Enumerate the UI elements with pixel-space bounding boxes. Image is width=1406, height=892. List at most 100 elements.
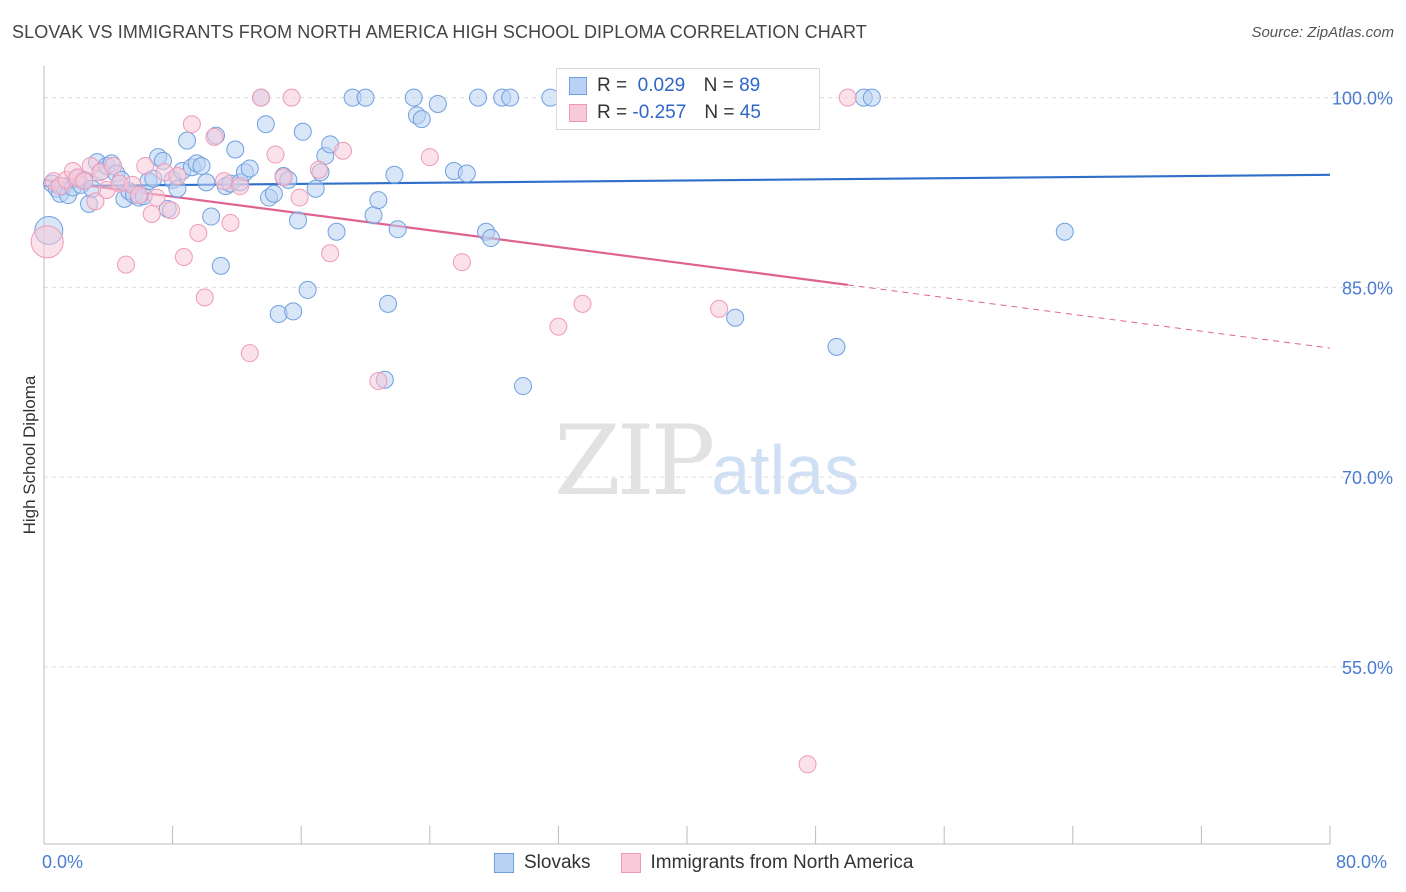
point-slovaks-72 — [428, 94, 447, 113]
point-slovaks-71 — [412, 110, 431, 129]
legend-swatch-immigrants — [620, 853, 641, 873]
data-points — [30, 88, 1074, 774]
trend-line-extension-immigrants — [847, 284, 1331, 349]
point-slovaks-63 — [364, 206, 383, 225]
watermark-atlas: atlas — [711, 431, 860, 509]
point-immigrants-23 — [182, 115, 201, 134]
point-immigrants-22 — [174, 248, 193, 267]
y-tick-label-1: 85.0% — [1342, 278, 1393, 298]
point-immigrants-45 — [798, 755, 817, 774]
point-immigrants-36 — [309, 160, 328, 179]
legend-swatch-immigrants — [569, 104, 587, 122]
point-slovaks-79 — [501, 88, 520, 107]
point-slovaks-67 — [385, 165, 404, 184]
point-slovaks-48 — [264, 184, 283, 203]
y-tick-label-3: 55.0% — [1342, 658, 1393, 678]
correlation-legend: R = 0.029 N = 89 R = -0.257 N = 45 — [556, 68, 820, 130]
point-immigrants-6 — [75, 172, 94, 191]
point-immigrants-26 — [205, 127, 224, 146]
point-immigrants-35 — [290, 188, 309, 207]
point-immigrants-32 — [266, 145, 285, 164]
point-immigrants-11 — [104, 156, 123, 175]
point-slovaks-55 — [298, 280, 317, 299]
point-immigrants-0 — [30, 225, 64, 259]
chart-source: Source: ZipAtlas.com — [1251, 24, 1394, 41]
legend-item-immigrants: Immigrants from North America — [620, 852, 914, 874]
point-immigrants-46 — [838, 88, 857, 107]
legend-n-label: N = — [704, 102, 735, 123]
point-immigrants-33 — [274, 168, 293, 187]
point-immigrants-39 — [369, 371, 388, 390]
y-tick-labels: 100.0% 85.0% 70.0% 55.0% — [1332, 89, 1393, 678]
point-slovaks-74 — [457, 164, 476, 183]
axes — [43, 66, 1331, 845]
point-immigrants-38 — [333, 141, 352, 160]
point-immigrants-8 — [86, 192, 105, 211]
point-immigrants-34 — [282, 88, 301, 107]
point-slovaks-60 — [327, 222, 346, 241]
point-immigrants-37 — [321, 244, 340, 263]
point-slovaks-69 — [404, 88, 423, 107]
legend-swatch-slovaks — [569, 77, 587, 95]
legend-n-value-slovaks: 89 — [739, 75, 761, 96]
point-immigrants-27 — [215, 172, 234, 191]
point-immigrants-43 — [573, 294, 592, 313]
legend-row-immigrants: R = -0.257 N = 45 — [569, 100, 761, 126]
point-slovaks-46 — [256, 115, 275, 134]
point-immigrants-44 — [710, 299, 729, 318]
y-tick-label-0: 100.0% — [1332, 89, 1393, 109]
legend-row-slovaks: R = 0.029 N = 89 — [569, 73, 760, 99]
point-immigrants-29 — [231, 177, 250, 196]
point-immigrants-28 — [221, 213, 240, 232]
point-slovaks-84 — [726, 308, 745, 327]
y-tick-label-2: 70.0% — [1342, 468, 1393, 488]
legend-swatch-slovaks — [494, 853, 514, 873]
point-immigrants-21 — [168, 167, 187, 186]
point-immigrants-13 — [116, 255, 135, 274]
point-slovaks-68 — [388, 220, 407, 239]
point-slovaks-80 — [514, 377, 533, 396]
legend-r-value-immigrants: -0.257 — [632, 102, 687, 123]
point-slovaks-87 — [862, 88, 881, 107]
point-immigrants-30 — [240, 344, 259, 363]
point-immigrants-24 — [189, 223, 208, 242]
point-slovaks-64 — [369, 191, 388, 210]
point-immigrants-41 — [452, 253, 471, 272]
point-slovaks-75 — [469, 88, 488, 107]
point-immigrants-42 — [549, 317, 568, 336]
point-slovaks-41 — [226, 140, 245, 159]
legend-label-slovaks: Slovaks — [524, 852, 591, 873]
point-slovaks-36 — [202, 207, 221, 226]
legend-r-label: R = — [597, 75, 628, 96]
point-slovaks-88 — [1055, 222, 1074, 241]
point-slovaks-52 — [284, 302, 303, 321]
point-slovaks-35 — [197, 173, 216, 192]
trend-line-slovaks — [43, 173, 1331, 188]
x-tick-label-max: 80.0% — [1336, 852, 1388, 872]
legend-r-value-slovaks: 0.029 — [637, 75, 686, 96]
point-slovaks-38 — [211, 256, 230, 275]
point-slovaks-53 — [288, 211, 307, 230]
series-legend: Slovaks Immigrants from North America — [494, 852, 943, 874]
point-slovaks-77 — [481, 229, 500, 248]
point-immigrants-25 — [195, 288, 214, 307]
point-immigrants-31 — [252, 88, 271, 107]
point-immigrants-40 — [420, 148, 439, 167]
point-immigrants-15 — [129, 186, 148, 205]
legend-r-label: R = — [597, 102, 628, 123]
trend-lines — [43, 173, 1331, 349]
legend-label-immigrants: Immigrants from North America — [650, 852, 914, 873]
legend-n-value-immigrants: 45 — [739, 102, 761, 123]
point-slovaks-44 — [240, 159, 259, 178]
point-immigrants-17 — [142, 205, 161, 224]
point-slovaks-62 — [356, 88, 375, 107]
point-immigrants-20 — [161, 201, 180, 220]
watermark-zip: ZIP — [554, 405, 715, 517]
point-slovaks-54 — [293, 122, 312, 141]
watermark: ZIPatlas — [554, 405, 859, 517]
point-immigrants-16 — [136, 156, 155, 175]
legend-n-label: N = — [703, 75, 734, 96]
legend-item-slovaks: Slovaks — [494, 852, 591, 874]
point-immigrants-18 — [147, 188, 166, 207]
